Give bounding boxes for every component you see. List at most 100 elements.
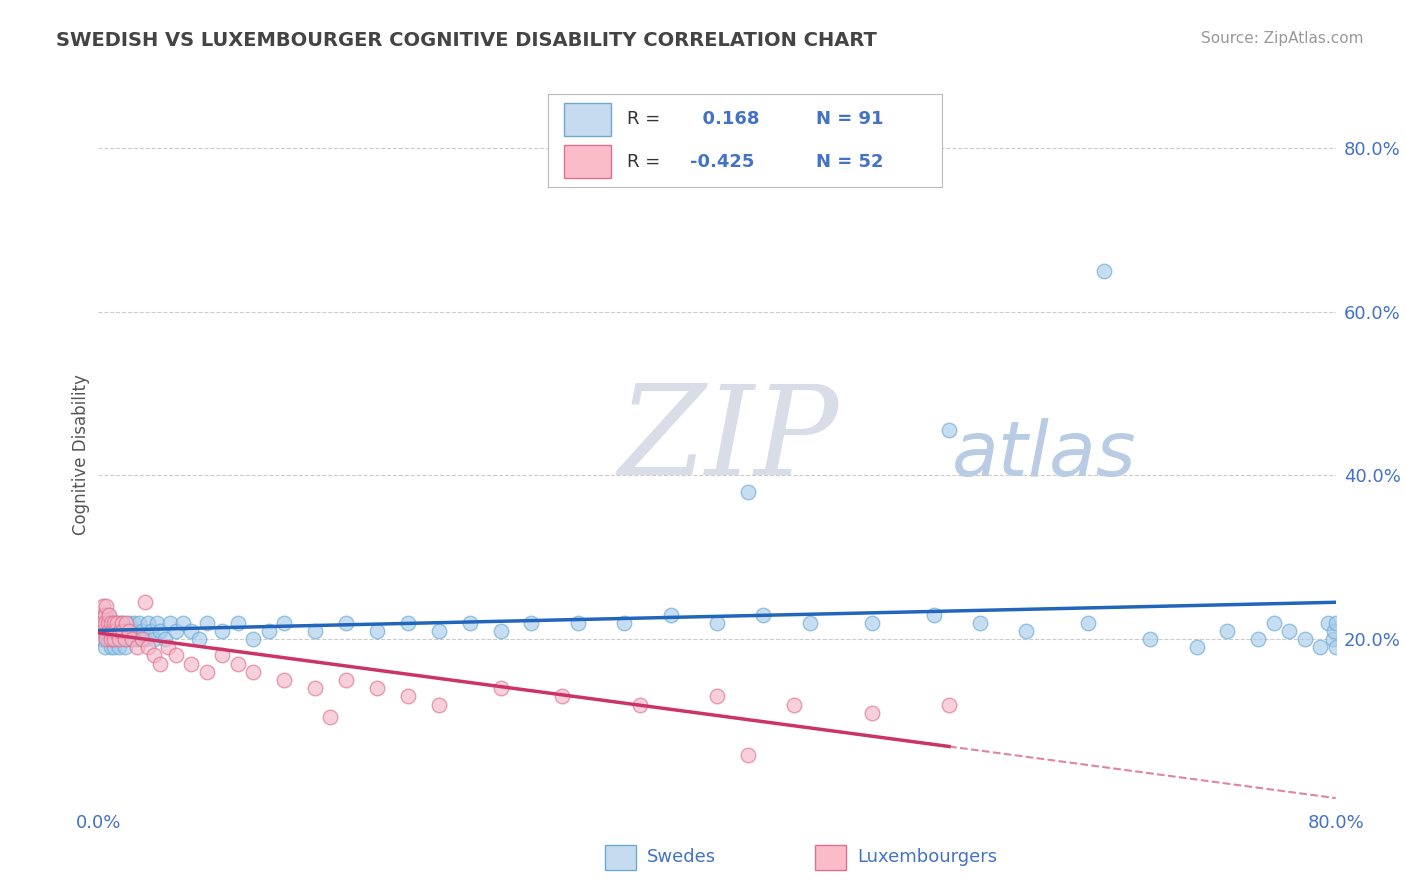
Point <box>273 615 295 630</box>
Point <box>100 640 122 655</box>
Point <box>319 710 342 724</box>
Bar <box>564 103 612 136</box>
Point <box>105 624 128 638</box>
Point <box>143 648 166 663</box>
Point <box>157 640 180 655</box>
Point <box>1309 640 1331 655</box>
Point <box>173 615 195 630</box>
Text: Source: ZipAtlas.com: Source: ZipAtlas.com <box>1201 31 1364 46</box>
Point <box>127 632 149 646</box>
Text: N = 91: N = 91 <box>815 111 883 128</box>
Point <box>304 624 326 638</box>
Point <box>1185 640 1208 655</box>
Point <box>188 632 211 646</box>
Point <box>89 632 111 646</box>
Point <box>120 624 142 638</box>
Point <box>242 665 264 679</box>
Point <box>103 624 125 638</box>
Point <box>1077 615 1099 630</box>
Point <box>1015 624 1038 638</box>
Point <box>752 607 775 622</box>
Point <box>211 624 233 638</box>
Point <box>159 615 181 630</box>
Point <box>737 748 759 763</box>
Point <box>659 607 682 622</box>
Point <box>96 599 118 614</box>
Point <box>860 706 883 720</box>
Point <box>100 615 122 630</box>
Point <box>93 615 115 630</box>
Point <box>1216 624 1239 638</box>
Point <box>427 624 450 638</box>
Point <box>114 632 136 646</box>
Point <box>136 640 159 655</box>
Point <box>90 624 112 638</box>
Text: 0.168: 0.168 <box>690 111 759 128</box>
Point <box>108 632 131 646</box>
Point <box>1092 264 1115 278</box>
Point <box>90 607 112 622</box>
Point <box>551 690 574 704</box>
Text: SWEDISH VS LUXEMBOURGER COGNITIVE DISABILITY CORRELATION CHART: SWEDISH VS LUXEMBOURGER COGNITIVE DISABI… <box>56 31 877 50</box>
Point <box>112 624 135 638</box>
Point <box>366 624 388 638</box>
Point <box>165 648 187 663</box>
Point <box>104 624 127 638</box>
Point <box>128 615 150 630</box>
Point <box>111 615 134 630</box>
Point <box>108 624 131 638</box>
Point <box>89 615 111 630</box>
Point <box>91 607 114 622</box>
Point <box>969 615 991 630</box>
Point <box>922 607 945 622</box>
Point <box>153 632 176 646</box>
Point <box>1263 615 1285 630</box>
Text: Luxembourgers: Luxembourgers <box>858 848 998 866</box>
Point <box>304 681 326 696</box>
Point <box>122 615 145 630</box>
Point <box>118 615 141 630</box>
Point <box>737 484 759 499</box>
Point <box>520 615 543 630</box>
Point <box>242 632 264 646</box>
Point <box>226 615 249 630</box>
Y-axis label: Cognitive Disability: Cognitive Disability <box>72 375 90 535</box>
Point <box>115 615 138 630</box>
Point <box>98 624 121 638</box>
Point <box>143 632 166 646</box>
Point <box>165 624 187 638</box>
Point <box>114 640 136 655</box>
Point <box>91 624 114 638</box>
Point <box>96 615 118 630</box>
Point <box>103 632 125 646</box>
Text: -0.425: -0.425 <box>690 153 755 170</box>
Point <box>396 615 419 630</box>
Point <box>1323 624 1346 638</box>
Point <box>111 624 134 638</box>
Point <box>100 624 122 638</box>
Point <box>91 599 114 614</box>
Point <box>134 595 156 609</box>
Point <box>195 615 218 630</box>
Point <box>211 648 233 663</box>
Point <box>124 624 146 638</box>
Text: N = 52: N = 52 <box>815 153 883 170</box>
Point <box>117 632 139 646</box>
Point <box>93 607 115 622</box>
Point <box>139 624 162 638</box>
Point <box>257 624 280 638</box>
Point <box>101 624 124 638</box>
Point <box>938 423 960 437</box>
Point <box>396 690 419 704</box>
Text: R =: R = <box>627 111 661 128</box>
Point <box>427 698 450 712</box>
Point <box>112 632 135 646</box>
Point <box>115 624 138 638</box>
Point <box>1139 632 1161 646</box>
Point <box>121 632 143 646</box>
Point <box>938 698 960 712</box>
Point <box>96 632 118 646</box>
Point <box>93 615 115 630</box>
Point <box>1322 632 1344 646</box>
Point <box>131 632 153 646</box>
